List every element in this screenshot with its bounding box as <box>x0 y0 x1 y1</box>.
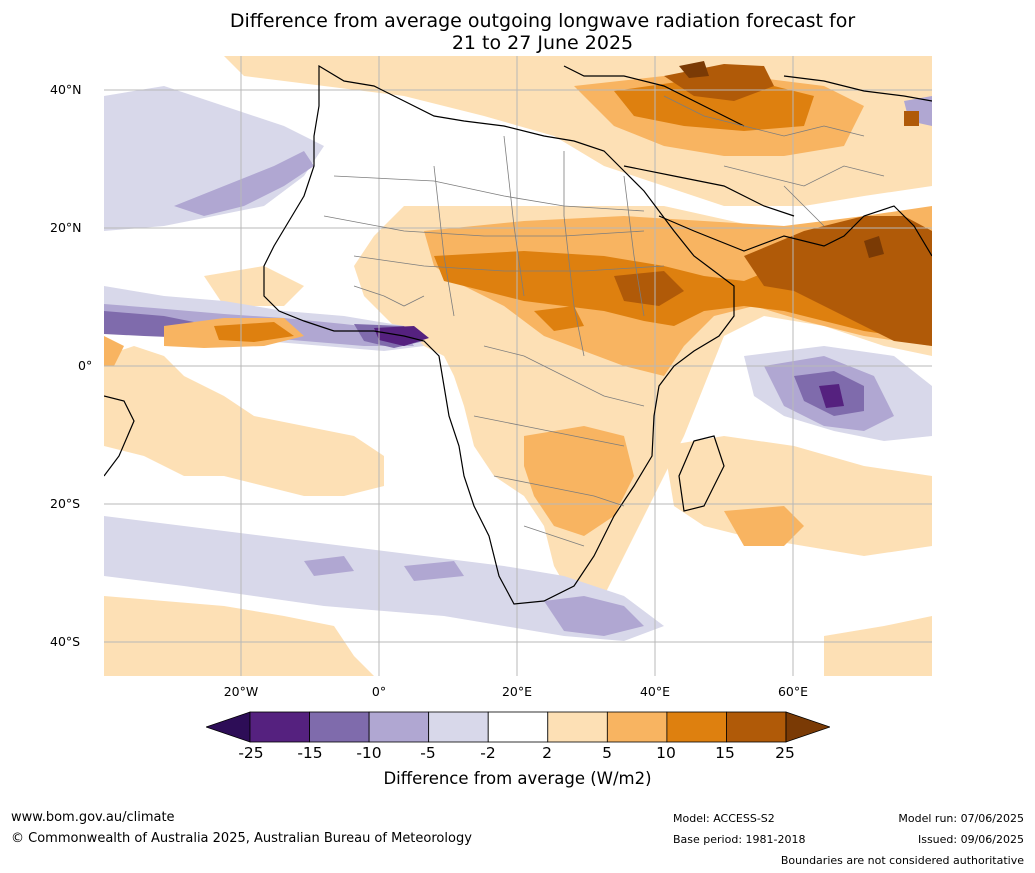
colorbar-tick: 10 <box>656 744 676 762</box>
colorbar-tick: 5 <box>602 744 612 762</box>
title-line-2: 21 to 27 June 2025 <box>451 32 634 54</box>
title-line-1: Difference from average outgoing longwav… <box>229 10 856 32</box>
lat-label-0: 0° <box>78 358 93 373</box>
colorbar-segment <box>726 711 787 743</box>
colorbar-segment <box>309 711 370 743</box>
lon-label-20w: 20°W <box>223 684 259 699</box>
coastlines <box>104 64 932 605</box>
colorbar-segment <box>666 711 727 743</box>
colorbar-tick: -15 <box>297 744 323 762</box>
lon-label-60e: 60°E <box>777 684 809 699</box>
colorbar-tick: -25 <box>238 744 264 762</box>
colorbar-segment <box>428 711 489 743</box>
issued-info: Issued: 09/06/2025 <box>917 833 1024 846</box>
lat-label-40s: 40°S <box>50 634 81 649</box>
colorbar-segment <box>249 711 310 743</box>
lat-label-40n: 40°N <box>50 82 82 97</box>
colorbar-extension-low <box>206 711 251 743</box>
model-info: Model: ACCESS-S2 <box>673 812 775 825</box>
colorbar-tick: -5 <box>420 744 436 762</box>
graticule <box>104 56 932 676</box>
olr-anomaly-map <box>104 56 932 676</box>
colorbar-segment <box>368 711 430 743</box>
model-run-info: Model run: 07/06/2025 <box>898 812 1024 825</box>
base-period-info: Base period: 1981-2018 <box>673 833 806 846</box>
colorbar <box>206 711 830 743</box>
colorbar-segment <box>547 711 608 743</box>
colorbar-title: Difference from average (W/m2) <box>383 769 652 788</box>
map-title: Difference from average outgoing longwav… <box>0 10 1035 54</box>
website-link[interactable]: www.bom.gov.au/climate <box>11 810 175 825</box>
boundaries-disclaimer: Boundaries are not considered authoritat… <box>780 854 1024 867</box>
lon-label-40e: 40°E <box>639 684 671 699</box>
colorbar-segment <box>487 711 549 743</box>
colorbar-tick: 2 <box>542 744 552 762</box>
lat-label-20n: 20°N <box>50 220 82 235</box>
colorbar-tick: -2 <box>480 744 496 762</box>
colorbar-segment <box>606 711 668 743</box>
lon-label-0: 0° <box>371 684 387 699</box>
country-borders <box>323 95 885 547</box>
anomaly-fill-over-25 <box>679 61 884 258</box>
lat-label-20s: 20°S <box>50 496 81 511</box>
colorbar-extension-high <box>785 711 830 743</box>
colorbar-tick: 25 <box>775 744 795 762</box>
colorbar-tick: 15 <box>715 744 735 762</box>
colorbar-tick: -10 <box>356 744 382 762</box>
copyright-text: © Commonwealth of Australia 2025, Austra… <box>11 831 472 846</box>
lon-label-20e: 20°E <box>501 684 533 699</box>
